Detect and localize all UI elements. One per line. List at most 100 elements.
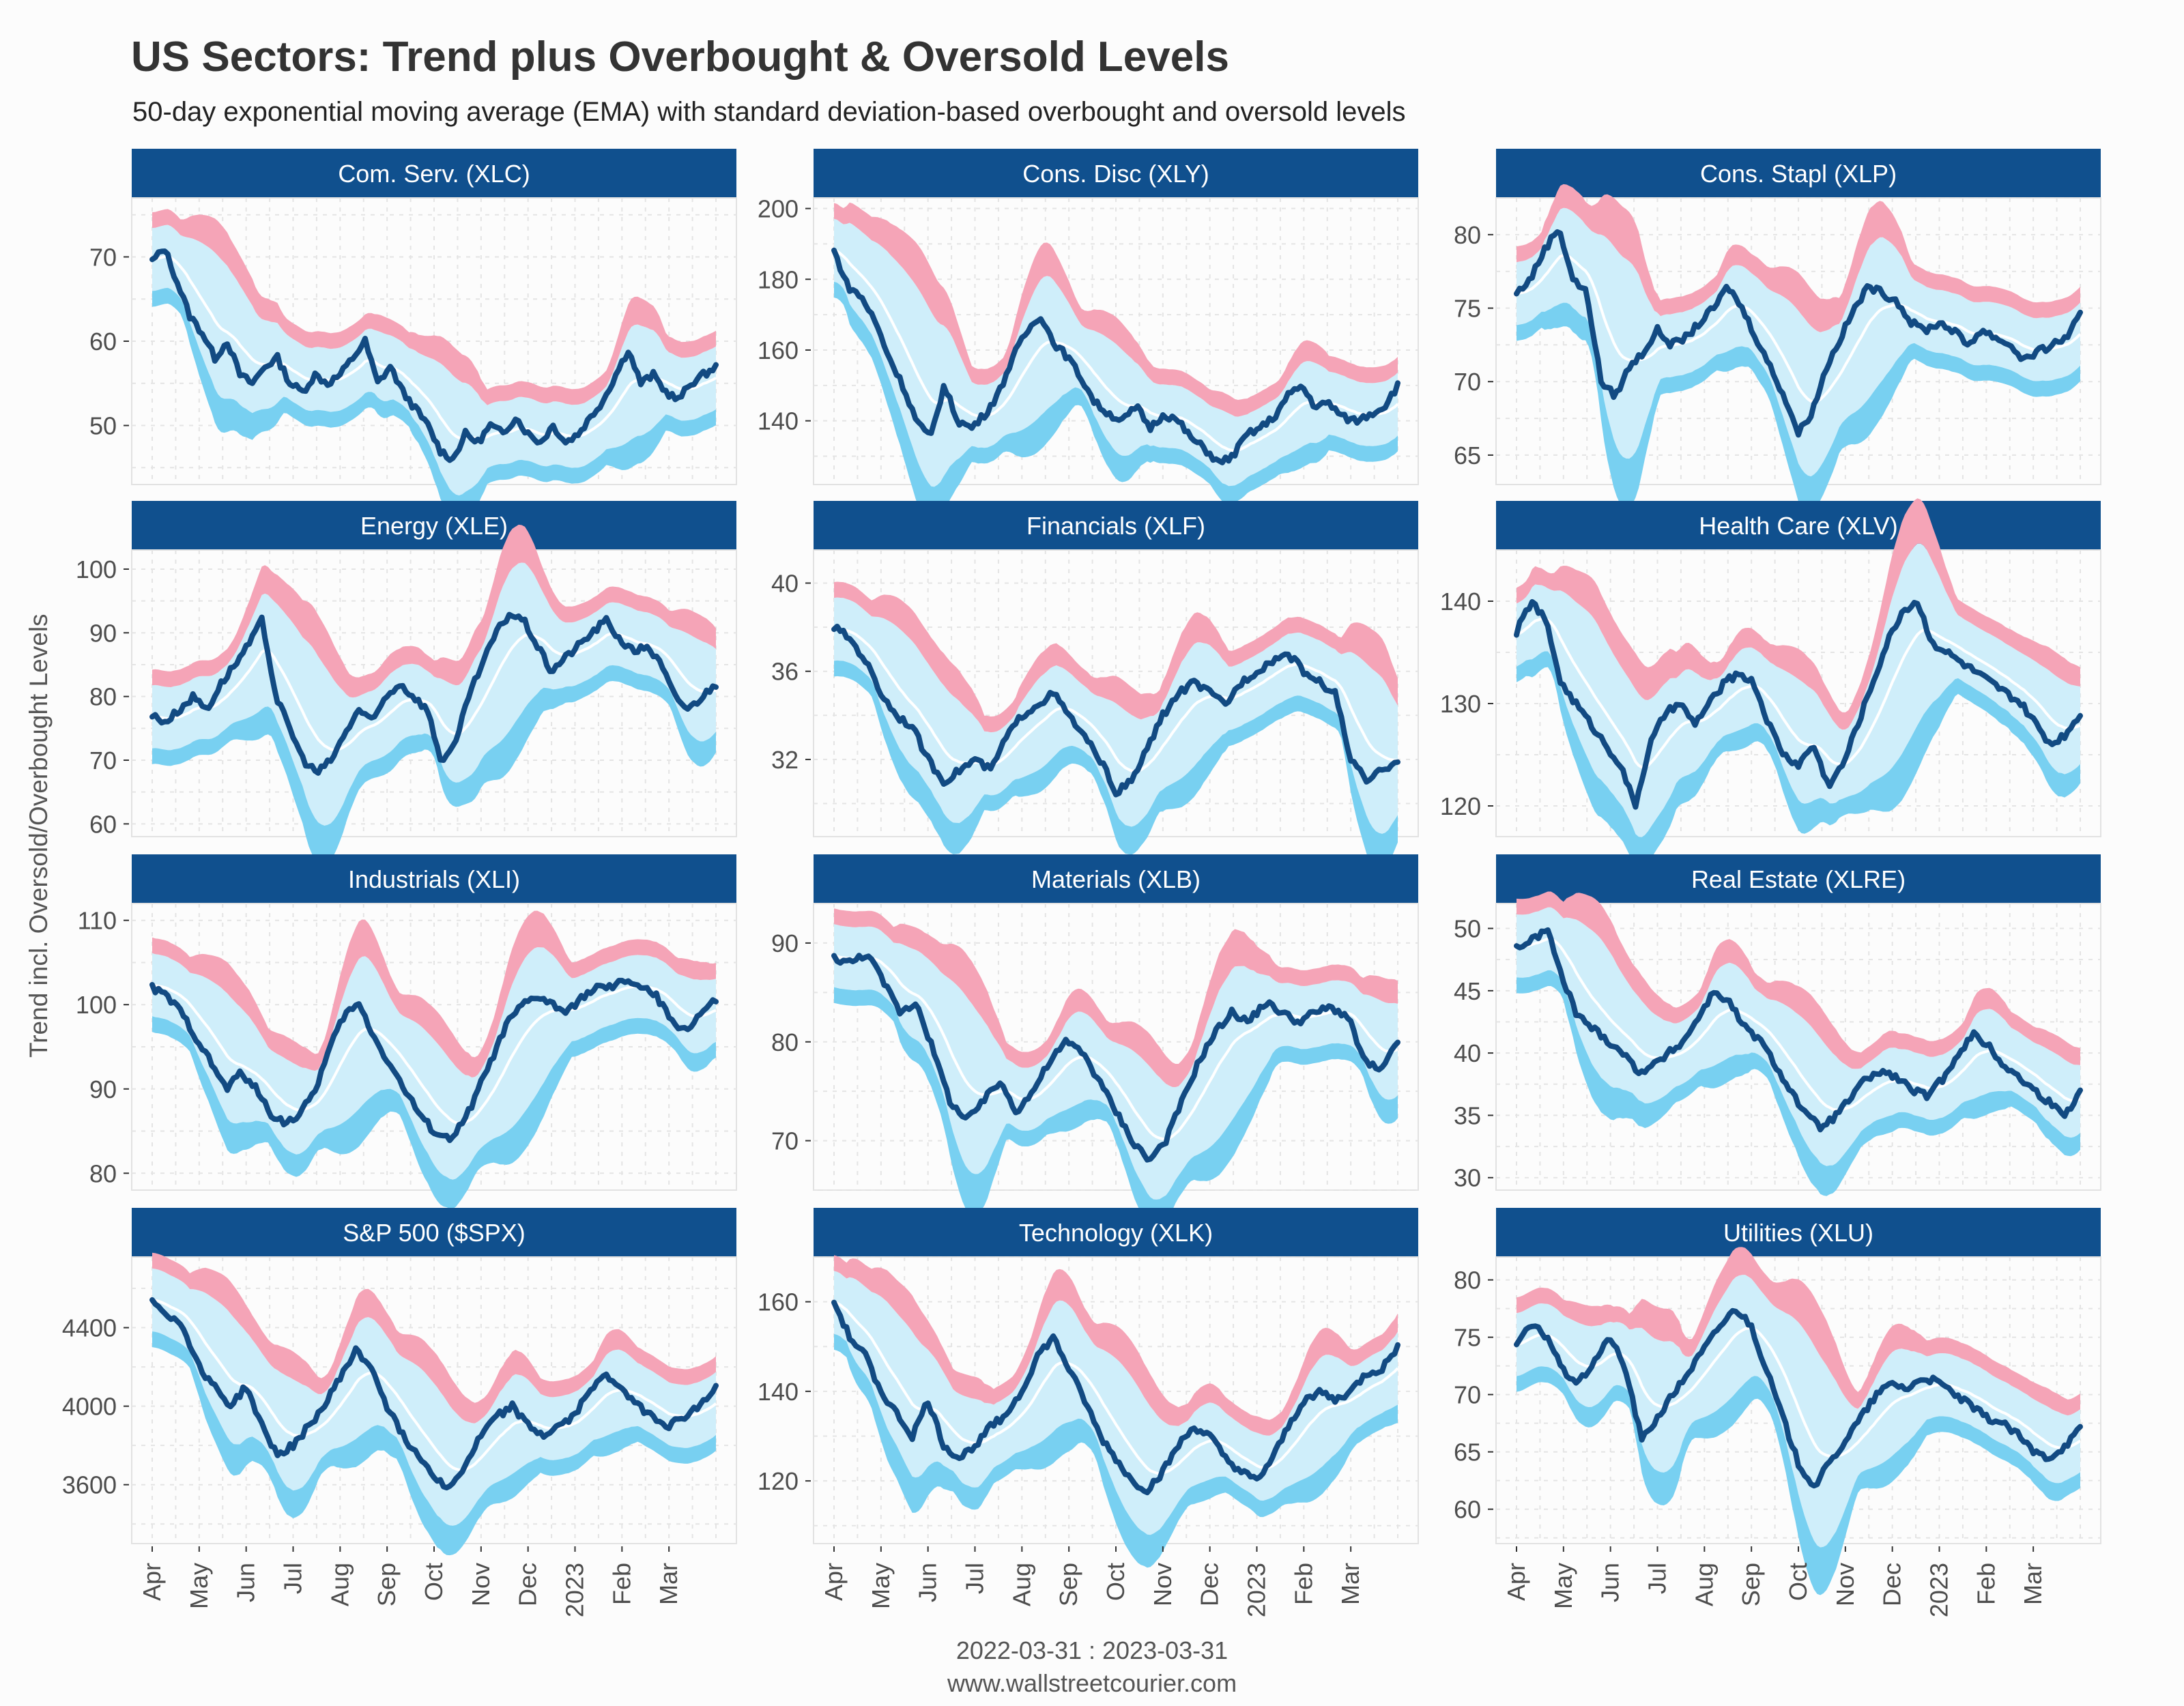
ema-line [152,983,717,1125]
facet-strip [1496,854,2101,903]
y-tick-label: 60 [89,328,117,356]
y-tick-label: 32 [771,746,799,774]
y-tick-label: 200 [758,195,799,223]
x-tick-label: Dec [1196,1563,1224,1606]
facet-title: Real Estate (XLRE) [1691,865,1906,893]
page-subtitle: 50-day exponential moving average (EMA) … [132,97,1406,127]
facet-title: Energy (XLE) [360,512,508,540]
oversold-band [152,1331,716,1556]
overbought-band [834,908,1398,1088]
oversold-band [152,1016,716,1209]
y-tick-label: 90 [89,1075,117,1103]
y-tick-label: 70 [89,747,117,775]
y-tick-label: 90 [771,929,799,957]
y-tick-label: 70 [1454,368,1481,396]
x-tick-label: Jun [232,1563,260,1602]
ema-line [833,248,1399,452]
ema-line [152,255,717,440]
facet-panel: Com. Serv. (XLC) 50 60 70 [89,149,737,525]
y-tick-label: 30 [1454,1164,1481,1192]
y-tick-label: 70 [89,243,117,271]
ema-line [152,632,717,752]
facet-title: Utilities (XLU) [1723,1219,1873,1247]
facet-strip [814,1208,1418,1257]
neutral-band [152,225,716,495]
x-tick-label: Sep [1054,1563,1082,1606]
ema-line [1516,937,2081,1112]
overbought-band [834,581,1398,733]
x-tick-label: Oct [420,1563,448,1601]
facet-strip [132,149,736,198]
y-tick-label: 40 [771,569,799,597]
facet-panel: Materials (XLB) 70 80 90 [771,854,1419,1232]
y-tick-label: 100 [76,555,117,583]
x-tick-label: Mar [655,1563,682,1605]
x-tick-label: Aug [1007,1563,1035,1606]
price-line [149,977,719,1144]
y-tick-label: 50 [89,412,117,440]
facet-panel: Cons. Disc (XLY) 140 160 180 200 [758,149,1419,530]
x-tick-label: Nov [1831,1563,1859,1606]
y-tick-label: 4000 [62,1393,117,1421]
x-tick-label: Nov [1149,1563,1177,1606]
facet-title: Cons. Stapl (XLP) [1700,160,1897,188]
overbought-band [1517,1247,2080,1416]
facet-strip [814,854,1418,903]
overbought-band [834,1255,1398,1436]
oversold-band [152,665,716,866]
x-tick-label: Oct [1784,1563,1812,1601]
price-line [149,248,719,463]
facet-title: Industrials (XLI) [348,865,520,893]
facet-title: Financials (XLF) [1026,512,1205,540]
y-tick-label: 70 [1454,1381,1481,1409]
x-tick-label: Feb [1972,1563,2000,1605]
price-line [831,247,1400,465]
neutral-band [152,562,716,826]
y-tick-label: 36 [771,658,799,686]
facet-panel: Health Care (XLV) 120 130 140 [1440,498,2101,873]
facet-title: Cons. Disc (XLY) [1022,160,1209,188]
x-tick-label: Aug [1690,1563,1718,1606]
y-tick-label: 160 [758,1288,799,1316]
overbought-band [1517,184,2080,332]
y-tick-label: 75 [1454,1324,1481,1352]
facet-panel: Technology (XLK) 120 140 160 Apr May Jun Jul Aug… [758,1208,1419,1617]
date-range-caption: 2022-03-31 : 2023-03-31 [956,1636,1228,1664]
y-tick-label: 180 [758,265,799,293]
x-tick-label: Apr [820,1563,848,1601]
x-tick-label: Mar [1336,1563,1364,1605]
y-tick-label: 140 [758,1378,799,1406]
overbought-band [1517,891,2080,1069]
x-tick-label: Nov [467,1563,495,1606]
facet-panel: Energy (XLE) 60 70 80 90 100 [76,501,737,866]
y-tick-label: 130 [1440,690,1481,718]
facet-panel: Real Estate (XLRE) 30 35 40 45 50 [1454,854,2101,1196]
neutral-band [834,597,1398,834]
x-tick-label: Jun [1596,1563,1624,1602]
y-tick-label: 80 [89,683,117,711]
oversold-band [1517,651,2080,873]
facet-strip [1496,1208,2101,1257]
x-tick-label: Dec [1878,1563,1906,1606]
price-line [831,624,1400,798]
facet-strip [132,854,736,903]
y-tick-label: 160 [758,336,799,364]
facet-strip [814,501,1418,550]
x-tick-label: Jun [914,1563,942,1602]
facet-title: Com. Serv. (XLC) [338,160,530,188]
x-tick-label: Feb [607,1563,635,1605]
neutral-band [834,924,1398,1200]
facet-panel: Utilities (XLU) 60 65 70 75 80 Apr May Jun Jul Aug… [1454,1208,2101,1617]
x-tick-label: Apr [138,1563,166,1601]
price-line [1514,927,2083,1133]
facet-strip [132,501,736,550]
y-tick-label: 3600 [62,1471,117,1499]
price-line [1514,229,2083,438]
y-tick-label: 60 [1454,1496,1481,1524]
overbought-band [834,202,1398,417]
y-tick-label: 140 [1440,588,1481,616]
x-tick-label: 2023 [1243,1563,1271,1617]
y-tick-label: 45 [1454,977,1481,1005]
x-tick-label: May [185,1563,213,1609]
